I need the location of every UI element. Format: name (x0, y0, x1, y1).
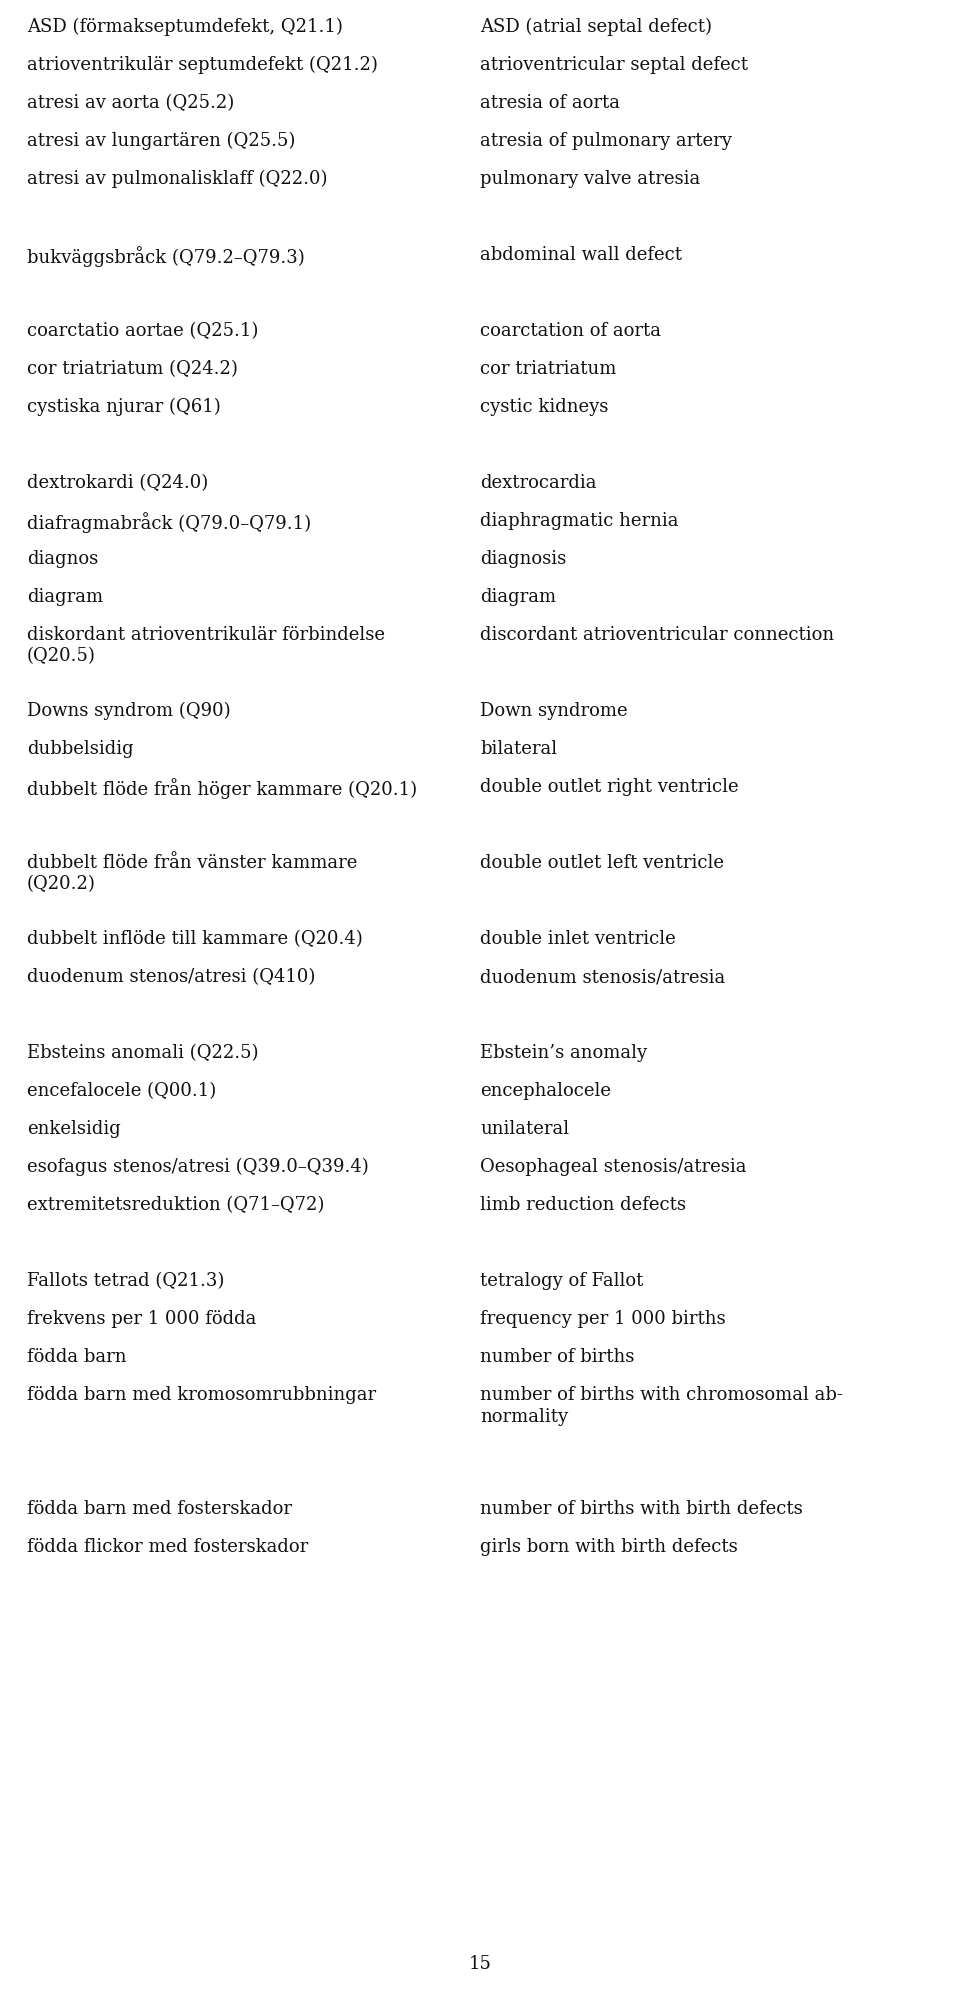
Text: diaphragmatic hernia: diaphragmatic hernia (480, 513, 679, 531)
Text: cystic kidneys: cystic kidneys (480, 399, 609, 417)
Text: dubbelsidig: dubbelsidig (27, 739, 133, 757)
Text: double inlet ventricle: double inlet ventricle (480, 929, 676, 947)
Text: diagnosis: diagnosis (480, 551, 566, 569)
Text: dubbelt flöde från vänster kammare
(Q20.2): dubbelt flöde från vänster kammare (Q20.… (27, 853, 357, 893)
Text: 15: 15 (468, 1955, 492, 1973)
Text: number of births: number of births (480, 1348, 635, 1366)
Text: encefalocele (Q00.1): encefalocele (Q00.1) (27, 1082, 216, 1100)
Text: diskordant atrioventrikulär förbindelse
(Q20.5): diskordant atrioventrikulär förbindelse … (27, 627, 385, 665)
Text: double outlet right ventricle: double outlet right ventricle (480, 777, 738, 795)
Text: abdominal wall defect: abdominal wall defect (480, 246, 682, 264)
Text: atresi av pulmonalisklaff (Q22.0): atresi av pulmonalisklaff (Q22.0) (27, 170, 327, 188)
Text: bukväggsbråck (Q79.2–Q79.3): bukväggsbråck (Q79.2–Q79.3) (27, 246, 304, 266)
Text: coarctation of aorta: coarctation of aorta (480, 322, 661, 341)
Text: limb reduction defects: limb reduction defects (480, 1196, 686, 1214)
Text: födda barn med fosterskador: födda barn med fosterskador (27, 1500, 292, 1518)
Text: Oesophageal stenosis/atresia: Oesophageal stenosis/atresia (480, 1158, 747, 1176)
Text: encephalocele: encephalocele (480, 1082, 611, 1100)
Text: Downs syndrom (Q90): Downs syndrom (Q90) (27, 701, 230, 721)
Text: cystiska njurar (Q61): cystiska njurar (Q61) (27, 399, 221, 417)
Text: ASD (atrial septal defect): ASD (atrial septal defect) (480, 18, 712, 36)
Text: extremitetsreduktion (Q71–Q72): extremitetsreduktion (Q71–Q72) (27, 1196, 324, 1214)
Text: bilateral: bilateral (480, 739, 557, 757)
Text: diagram: diagram (27, 589, 103, 607)
Text: atrioventricular septal defect: atrioventricular septal defect (480, 56, 748, 74)
Text: atresia of aorta: atresia of aorta (480, 94, 620, 112)
Text: Ebsteins anomali (Q22.5): Ebsteins anomali (Q22.5) (27, 1044, 258, 1062)
Text: frekvens per 1 000 födda: frekvens per 1 000 födda (27, 1310, 256, 1328)
Text: ASD (förmakseptumdefekt, Q21.1): ASD (förmakseptumdefekt, Q21.1) (27, 18, 343, 36)
Text: diagram: diagram (480, 589, 556, 607)
Text: cor triatriatum (Q24.2): cor triatriatum (Q24.2) (27, 361, 238, 379)
Text: duodenum stenos/atresi (Q410): duodenum stenos/atresi (Q410) (27, 967, 315, 985)
Text: dextrokardi (Q24.0): dextrokardi (Q24.0) (27, 475, 208, 493)
Text: diagnos: diagnos (27, 551, 98, 569)
Text: unilateral: unilateral (480, 1120, 569, 1138)
Text: esofagus stenos/atresi (Q39.0–Q39.4): esofagus stenos/atresi (Q39.0–Q39.4) (27, 1158, 369, 1176)
Text: födda barn: födda barn (27, 1348, 127, 1366)
Text: tetralogy of Fallot: tetralogy of Fallot (480, 1272, 643, 1290)
Text: dubbelt inflöde till kammare (Q20.4): dubbelt inflöde till kammare (Q20.4) (27, 929, 363, 947)
Text: Fallots tetrad (Q21.3): Fallots tetrad (Q21.3) (27, 1272, 225, 1290)
Text: duodenum stenosis/atresia: duodenum stenosis/atresia (480, 967, 725, 985)
Text: atresia of pulmonary artery: atresia of pulmonary artery (480, 132, 732, 150)
Text: frequency per 1 000 births: frequency per 1 000 births (480, 1310, 726, 1328)
Text: number of births with birth defects: number of births with birth defects (480, 1500, 803, 1518)
Text: dubbelt flöde från höger kammare (Q20.1): dubbelt flöde från höger kammare (Q20.1) (27, 777, 417, 799)
Text: number of births with chromosomal ab-
normality: number of births with chromosomal ab- no… (480, 1386, 843, 1426)
Text: födda flickor med fosterskador: födda flickor med fosterskador (27, 1538, 308, 1556)
Text: coarctatio aortae (Q25.1): coarctatio aortae (Q25.1) (27, 322, 258, 341)
Text: dextrocardia: dextrocardia (480, 475, 596, 493)
Text: girls born with birth defects: girls born with birth defects (480, 1538, 737, 1556)
Text: pulmonary valve atresia: pulmonary valve atresia (480, 170, 700, 188)
Text: diafragmabråck (Q79.0–Q79.1): diafragmabråck (Q79.0–Q79.1) (27, 513, 311, 533)
Text: Down syndrome: Down syndrome (480, 701, 628, 719)
Text: double outlet left ventricle: double outlet left ventricle (480, 853, 724, 871)
Text: Ebstein’s anomaly: Ebstein’s anomaly (480, 1044, 647, 1062)
Text: atrioventrikulär septumdefekt (Q21.2): atrioventrikulär septumdefekt (Q21.2) (27, 56, 377, 74)
Text: atresi av lungartären (Q25.5): atresi av lungartären (Q25.5) (27, 132, 296, 150)
Text: cor triatriatum: cor triatriatum (480, 361, 616, 379)
Text: atresi av aorta (Q25.2): atresi av aorta (Q25.2) (27, 94, 234, 112)
Text: enkelsidig: enkelsidig (27, 1120, 121, 1138)
Text: födda barn med kromosomrubbningar: födda barn med kromosomrubbningar (27, 1386, 376, 1404)
Text: discordant atrioventricular connection: discordant atrioventricular connection (480, 627, 834, 645)
